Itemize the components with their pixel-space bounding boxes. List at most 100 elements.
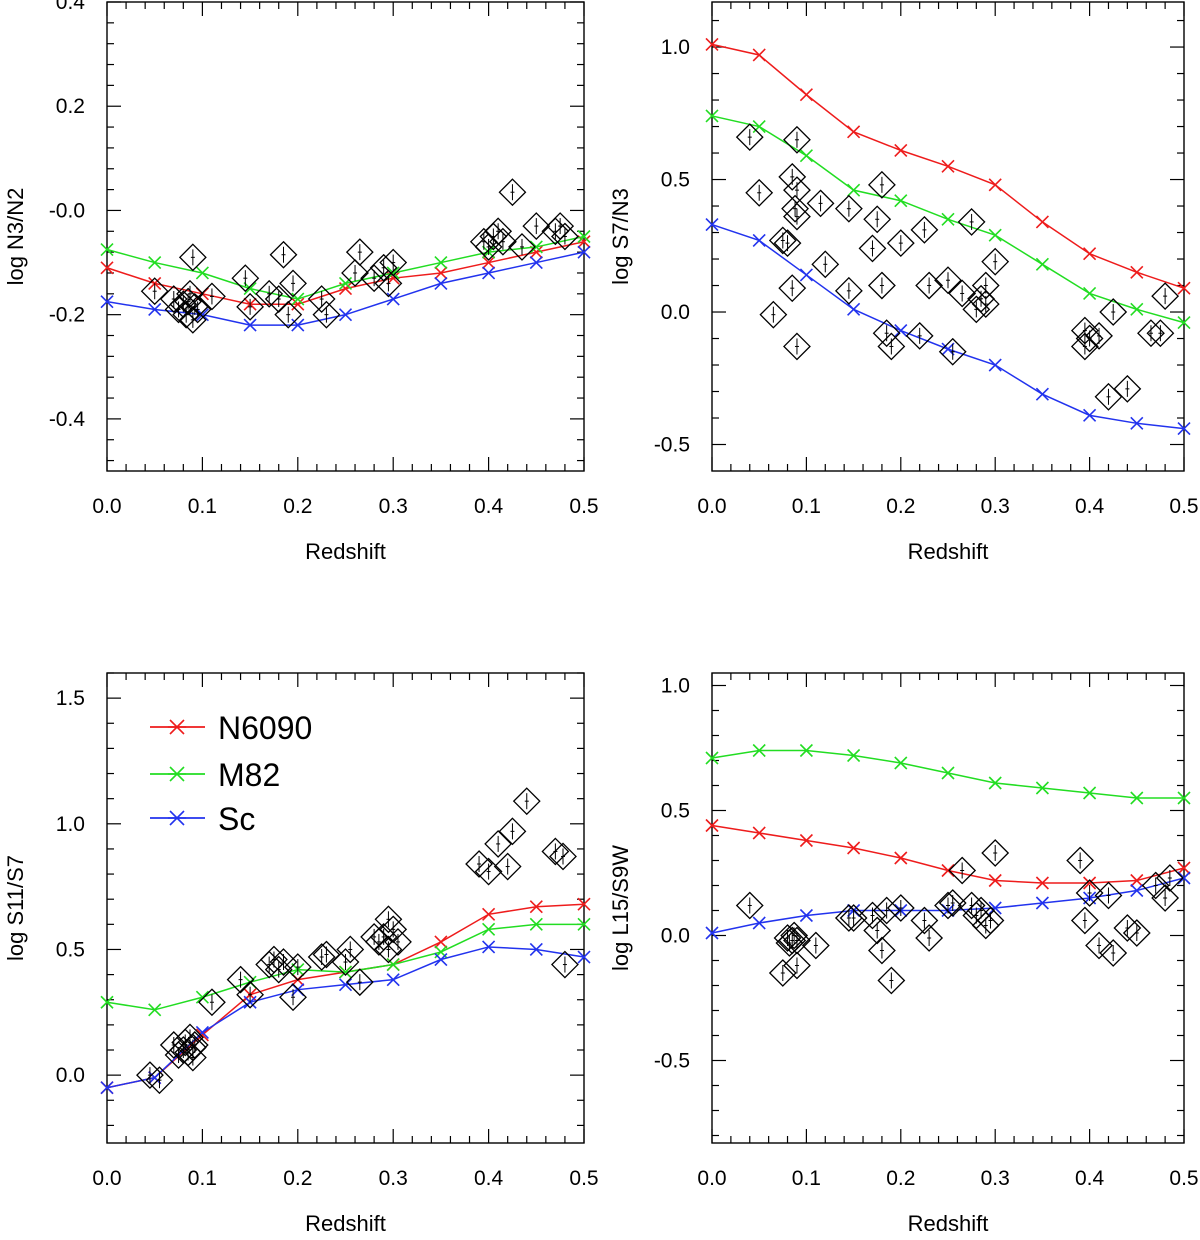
series-point-m82 bbox=[482, 922, 496, 936]
series-point-n6090 bbox=[752, 826, 766, 840]
observed-point bbox=[872, 896, 901, 925]
observed-diamond bbox=[783, 202, 811, 231]
series-point-sc bbox=[1177, 871, 1191, 885]
series-point-m82 bbox=[338, 276, 353, 290]
observed-point bbox=[1099, 298, 1128, 326]
observed-point bbox=[551, 222, 579, 251]
observed-diamond bbox=[512, 787, 541, 816]
series-point-n6090 bbox=[1130, 265, 1144, 279]
y-tick-label: -0.0 bbox=[49, 199, 85, 222]
observed-diamond bbox=[551, 222, 579, 251]
series-point-m82 bbox=[894, 756, 908, 770]
observed-diamond bbox=[312, 940, 341, 969]
x-axis-title: Redshift bbox=[908, 539, 989, 564]
x-tick-label: 0.0 bbox=[697, 1167, 726, 1190]
observed-diamond bbox=[255, 279, 284, 308]
observed-diamond bbox=[279, 983, 307, 1012]
observed-diamond bbox=[549, 842, 577, 871]
observed-point bbox=[274, 300, 303, 329]
observed-diamond bbox=[773, 229, 802, 258]
series-point-sc bbox=[1130, 416, 1144, 430]
observed-diamond bbox=[236, 980, 265, 1009]
plot-frame bbox=[106, 672, 585, 1144]
series-point-m82 bbox=[799, 149, 813, 163]
observed-diamond bbox=[140, 277, 169, 306]
x-tick-label: 0.5 bbox=[1169, 1167, 1198, 1190]
observed-diamond bbox=[915, 271, 944, 300]
series-point-n6090 bbox=[529, 245, 543, 259]
observed-diamond bbox=[231, 264, 260, 293]
observed-diamond bbox=[1155, 864, 1184, 892]
series-point-n6090 bbox=[705, 37, 719, 51]
observed-point bbox=[345, 238, 374, 267]
observed-point bbox=[806, 189, 835, 218]
y-tick-label: 1.0 bbox=[661, 36, 690, 59]
observed-diamond bbox=[735, 123, 764, 152]
observed-diamond bbox=[1085, 321, 1113, 350]
observed-diamond bbox=[957, 891, 986, 920]
x-tick-label: 0.4 bbox=[1075, 495, 1105, 518]
observed-point bbox=[1075, 879, 1104, 907]
series-point-m82 bbox=[799, 743, 813, 758]
observed-diamond bbox=[971, 290, 1000, 318]
series-line-sc bbox=[711, 223, 1185, 430]
observed-point bbox=[279, 269, 307, 298]
observed-point bbox=[180, 1031, 209, 1059]
legend-marker-n6090 bbox=[150, 719, 205, 735]
observed-point bbox=[546, 212, 575, 240]
series-point-m82 bbox=[1083, 286, 1097, 301]
series-point-n6090 bbox=[1083, 876, 1097, 890]
observed-diamond bbox=[938, 337, 967, 366]
series-point-m82 bbox=[894, 194, 908, 208]
observed-diamond bbox=[773, 924, 802, 952]
series-m82 bbox=[100, 917, 591, 1017]
observed-points bbox=[136, 787, 579, 1095]
series-point-n6090 bbox=[1177, 281, 1191, 295]
observed-diamond bbox=[307, 285, 336, 313]
observed-point bbox=[948, 279, 977, 308]
observed-point bbox=[1141, 871, 1170, 900]
observed-point bbox=[735, 123, 764, 152]
observed-point bbox=[493, 852, 522, 881]
y-axis-title: log N3/N2 bbox=[3, 188, 28, 286]
observed-point bbox=[1070, 906, 1099, 935]
observed-point bbox=[934, 891, 962, 920]
series-point-n6090 bbox=[482, 907, 496, 921]
series-point-n6090 bbox=[482, 255, 496, 270]
observed-point bbox=[341, 259, 369, 287]
observed-diamond bbox=[1070, 332, 1099, 361]
observed-diamond bbox=[1085, 931, 1113, 960]
observed-point bbox=[474, 857, 503, 886]
observed-point bbox=[512, 787, 541, 816]
observed-diamond bbox=[159, 1031, 188, 1059]
observed-diamond bbox=[336, 935, 365, 964]
observed-diamond bbox=[948, 856, 977, 885]
series-point-m82 bbox=[752, 119, 766, 134]
observed-point bbox=[783, 951, 811, 980]
observed-diamond bbox=[783, 125, 811, 154]
observed-point bbox=[948, 856, 977, 885]
x-tick-label: 0.0 bbox=[92, 1167, 121, 1190]
observed-point bbox=[498, 178, 527, 207]
observed-diamond bbox=[145, 1066, 174, 1095]
series-point-m82 bbox=[705, 751, 719, 765]
observed-diamond bbox=[498, 178, 527, 207]
observed-point bbox=[498, 817, 527, 846]
observed-diamond bbox=[868, 271, 896, 300]
observed-point bbox=[231, 264, 260, 293]
observed-point bbox=[379, 248, 408, 277]
series-point-sc bbox=[752, 916, 766, 930]
observed-diamond bbox=[1075, 879, 1104, 907]
observed-point bbox=[868, 271, 896, 300]
legend-entry-m82: M82 bbox=[150, 757, 280, 793]
observed-point bbox=[307, 943, 336, 971]
observed-diamond bbox=[948, 279, 977, 308]
plot-frame bbox=[711, 672, 1185, 1144]
series-point-n6090 bbox=[1177, 861, 1191, 875]
observed-point bbox=[1094, 881, 1123, 910]
observed-point bbox=[307, 285, 336, 313]
observed-point bbox=[488, 227, 517, 256]
observed-diamond bbox=[136, 1061, 164, 1090]
observed-point bbox=[336, 935, 365, 964]
observed-diamond bbox=[198, 988, 226, 1017]
